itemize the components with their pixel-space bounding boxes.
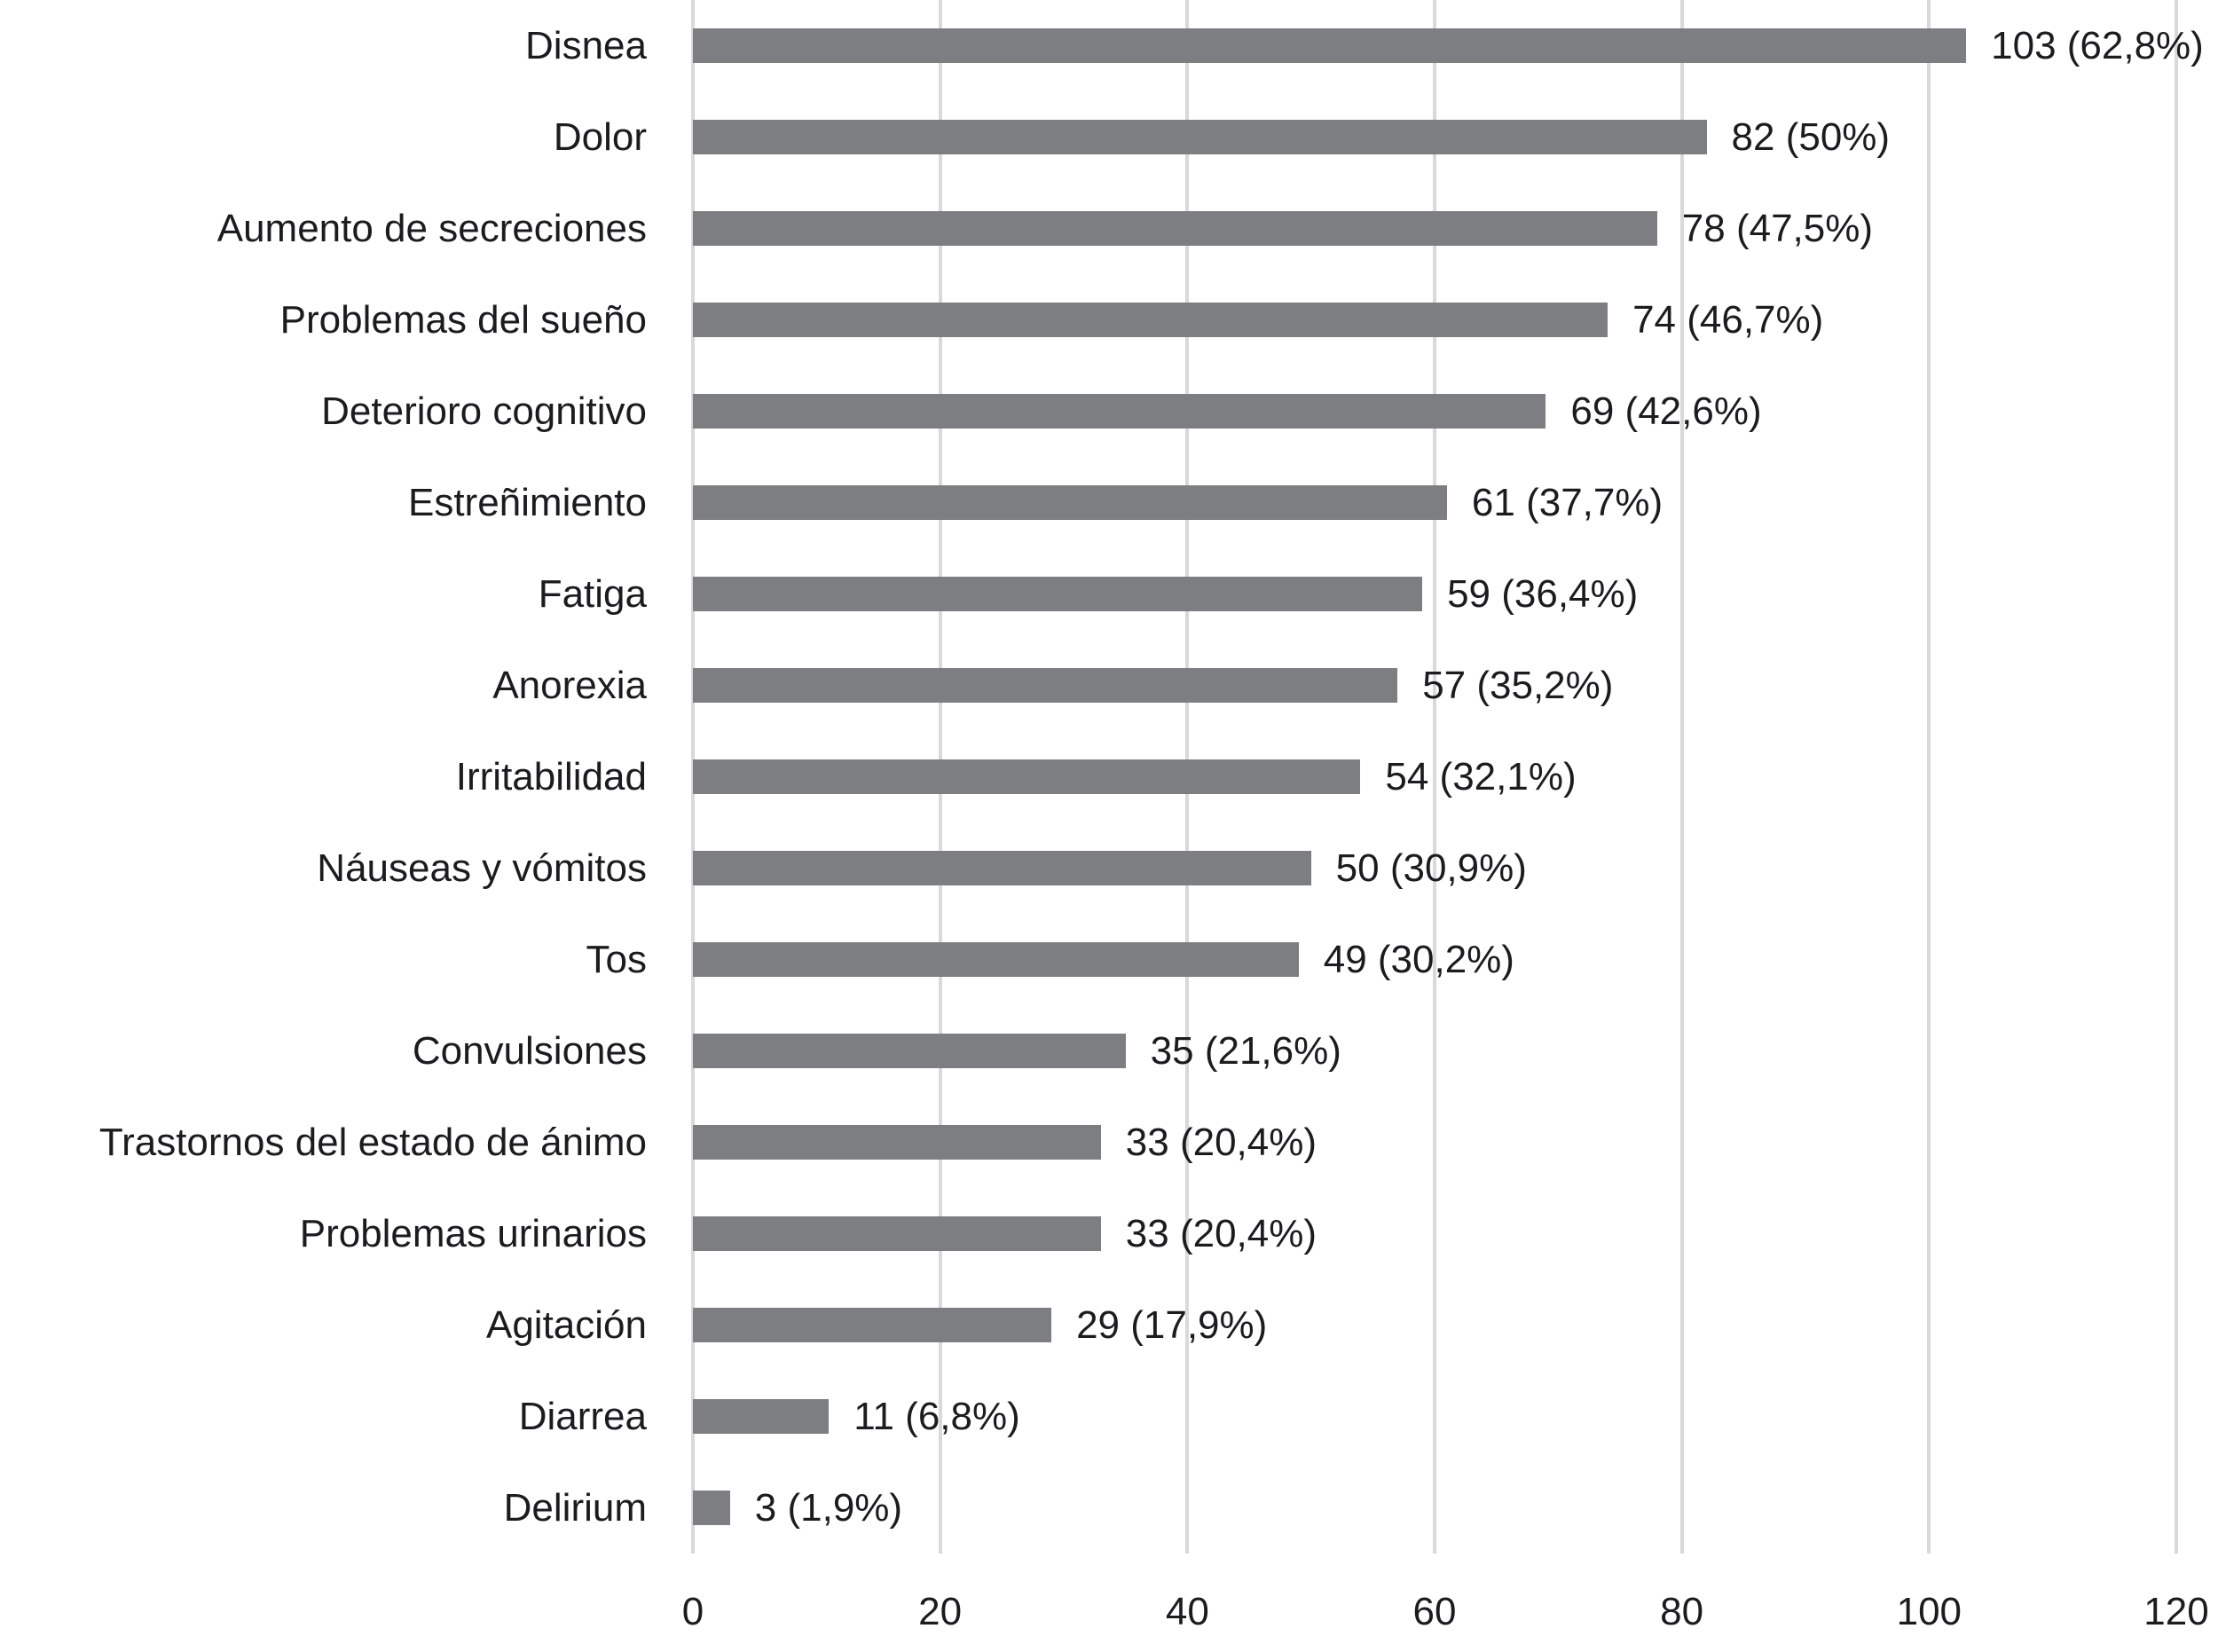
- bar: [693, 668, 1398, 703]
- bar-track: 69 (42,6%): [693, 366, 2176, 457]
- category-label: Aumento de secreciones: [216, 206, 647, 250]
- category-label: Disnea: [525, 23, 647, 67]
- x-tick-label: 120: [2143, 1590, 2209, 1633]
- category-label: Tos: [586, 937, 647, 981]
- bar: [693, 120, 1707, 154]
- x-axis: 0 20 40 60 80 100 120: [682, 1581, 2209, 1643]
- bar-row: Disnea 103 (62,8%): [0, 0, 2218, 91]
- bar: [693, 1125, 1101, 1160]
- bar: [693, 485, 1447, 520]
- bar-row: Aumento de secreciones 78 (47,5%): [0, 183, 2218, 274]
- bar-track: 3 (1,9%): [693, 1462, 2176, 1554]
- value-label: 74 (46,7%): [1632, 297, 1824, 342]
- category-label: Agitación: [485, 1302, 647, 1347]
- bar-row: Fatiga 59 (36,4%): [0, 548, 2218, 640]
- bar-row: Anorexia 57 (35,2%): [0, 640, 2218, 731]
- category-label: Anorexia: [492, 663, 647, 707]
- category-label: Delirium: [503, 1485, 647, 1530]
- x-tick-label: 20: [918, 1590, 963, 1633]
- category-label: Convulsiones: [412, 1028, 647, 1073]
- category-label: Diarrea: [518, 1394, 647, 1438]
- category-label: Problemas urinarios: [299, 1211, 647, 1255]
- bar-row: Dolor 82 (50%): [0, 91, 2218, 183]
- bar-track: 35 (21,6%): [693, 1005, 2176, 1097]
- value-label: 78 (47,5%): [1681, 206, 1874, 250]
- gridline: [1679, 0, 1684, 1554]
- value-label: 3 (1,9%): [754, 1485, 903, 1530]
- bar-track: 33 (20,4%): [693, 1097, 2176, 1188]
- bar-row: Convulsiones 35 (21,6%): [0, 1005, 2218, 1097]
- category-label: Problemas del sueño: [279, 297, 647, 342]
- x-tick-label: 60: [1412, 1590, 1457, 1633]
- value-label: 82 (50%): [1731, 114, 1891, 159]
- bar-row: Delirium 3 (1,9%): [0, 1462, 2218, 1554]
- bar-track: 33 (20,4%): [693, 1188, 2176, 1279]
- category-label: Dolor: [553, 114, 647, 159]
- bar-track: 29 (17,9%): [693, 1279, 2176, 1371]
- bar-row: Agitación 29 (17,9%): [0, 1279, 2218, 1371]
- value-label: 54 (32,1%): [1385, 754, 1577, 798]
- value-label: 33 (20,4%): [1125, 1120, 1317, 1164]
- category-label: Estreñimiento: [407, 480, 647, 524]
- bar-track: 54 (32,1%): [693, 731, 2176, 822]
- bar-track: 57 (35,2%): [693, 640, 2176, 731]
- category-label: Trastornos del estado de ánimo: [98, 1120, 647, 1164]
- bar: [693, 303, 1608, 337]
- bar-row: Tos 49 (30,2%): [0, 914, 2218, 1005]
- bar: [693, 759, 1361, 794]
- bar-row: Irritabilidad 54 (32,1%): [0, 731, 2218, 822]
- value-label: 11 (6,8%): [853, 1394, 1020, 1438]
- bar: [693, 28, 1967, 63]
- bar: [693, 942, 1299, 977]
- value-label: 103 (62,8%): [1991, 23, 2204, 67]
- bar-row: Problemas del sueño 74 (46,7%): [0, 274, 2218, 366]
- bar: [693, 1308, 1052, 1342]
- bar: [693, 1491, 730, 1525]
- value-label: 29 (17,9%): [1076, 1302, 1268, 1347]
- bar-row: Deterioro cognitivo 69 (42,6%): [0, 366, 2218, 457]
- bar-track: 61 (37,7%): [693, 457, 2176, 548]
- bar: [693, 1216, 1101, 1251]
- bar: [693, 1034, 1126, 1068]
- bar-track: 103 (62,8%): [693, 0, 2204, 91]
- bar-row: Estreñimiento 61 (37,7%): [0, 457, 2218, 548]
- x-tick-label: 80: [1660, 1590, 1704, 1633]
- value-label: 50 (30,9%): [1335, 846, 1527, 890]
- gridline: [1433, 0, 1436, 1554]
- x-tick-label: 40: [1165, 1590, 1209, 1633]
- category-label: Deterioro cognitivo: [321, 389, 647, 433]
- value-label: 69 (42,6%): [1570, 389, 1762, 433]
- bar-track: 74 (46,7%): [693, 274, 2176, 366]
- bar-track: 49 (30,2%): [693, 914, 2176, 1005]
- bar-row: Diarrea 11 (6,8%): [0, 1371, 2218, 1462]
- bar-rows: Disnea 103 (62,8%) Dolor 82 (50%) Aument…: [0, 0, 2218, 1554]
- bar-track: 50 (30,9%): [693, 822, 2176, 914]
- category-label: Fatiga: [538, 571, 647, 616]
- bar-track: 59 (36,4%): [693, 548, 2176, 640]
- value-label: 33 (20,4%): [1125, 1211, 1317, 1255]
- value-label: 35 (21,6%): [1150, 1028, 1341, 1073]
- bar-row: Problemas urinarios 33 (20,4%): [0, 1188, 2218, 1279]
- bar-track: 78 (47,5%): [693, 183, 2176, 274]
- bar-track: 82 (50%): [693, 91, 2176, 183]
- bar: [693, 211, 1657, 246]
- gridline: [1927, 0, 1931, 1554]
- bar: [693, 851, 1311, 885]
- bar-row: Náuseas y vómitos 50 (30,9%): [0, 822, 2218, 914]
- bar: [693, 394, 1546, 429]
- bar-track: 11 (6,8%): [693, 1371, 2176, 1462]
- value-label: 49 (30,2%): [1323, 937, 1514, 981]
- gridline: [2175, 0, 2178, 1554]
- category-label: Irritabilidad: [455, 754, 647, 798]
- value-label: 61 (37,7%): [1471, 480, 1664, 524]
- value-label: 59 (36,4%): [1447, 571, 1639, 616]
- bar-row: Trastornos del estado de ánimo 33 (20,4%…: [0, 1097, 2218, 1188]
- x-tick-label: 100: [1896, 1590, 1962, 1633]
- x-tick-label: 0: [681, 1590, 704, 1633]
- value-label: 57 (35,2%): [1422, 663, 1614, 707]
- bar: [693, 577, 1423, 611]
- bar: [693, 1399, 830, 1434]
- category-label: Náuseas y vómitos: [317, 846, 647, 890]
